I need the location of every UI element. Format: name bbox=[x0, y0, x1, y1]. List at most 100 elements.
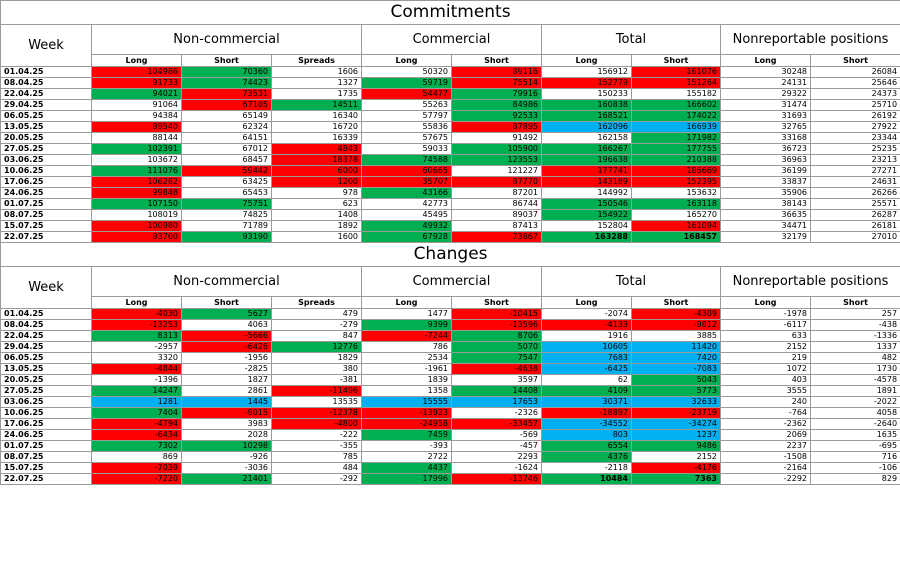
value-cell: 87770 bbox=[451, 176, 542, 188]
value-cell: 62 bbox=[541, 374, 632, 386]
value-cell: 26287 bbox=[809, 209, 900, 221]
value-cell: 633 bbox=[720, 330, 811, 342]
value-cell: -4133 bbox=[541, 319, 632, 331]
table-row: 01.07.25 107150 75751 623 42773 86744 150546 16… bbox=[0, 198, 900, 210]
value-cell: 74825 bbox=[181, 209, 272, 221]
value-cell: 143189 bbox=[541, 176, 632, 188]
value-cell: 165270 bbox=[631, 209, 721, 221]
value-cell: -5666 bbox=[181, 330, 272, 342]
value-cell: 87895 bbox=[451, 121, 542, 133]
value-cell: 24373 bbox=[809, 88, 900, 100]
value-cell: 2237 bbox=[720, 440, 811, 452]
value-cell: 1327 bbox=[271, 77, 362, 89]
value-cell: -2326 bbox=[451, 407, 542, 419]
value-cell: 1606 bbox=[271, 66, 362, 78]
value-cell: 29322 bbox=[720, 88, 811, 100]
value-cell: 26181 bbox=[809, 220, 900, 232]
value-cell: 14511 bbox=[271, 99, 362, 111]
value-cell: -23719 bbox=[631, 407, 721, 419]
value-cell: 168457 bbox=[631, 231, 721, 243]
value-cell: 219 bbox=[720, 352, 811, 364]
week-cell: 15.07.25 bbox=[0, 462, 92, 474]
value-cell: -222 bbox=[271, 429, 362, 441]
value-cell: 30248 bbox=[720, 66, 811, 78]
value-cell: 33837 bbox=[720, 176, 811, 188]
value-cell: 31474 bbox=[720, 99, 811, 111]
week-cell: 22.07.25 bbox=[0, 473, 92, 485]
value-cell: 36963 bbox=[720, 154, 811, 166]
value-cell: 168521 bbox=[541, 110, 632, 122]
col-header-long: Long bbox=[361, 54, 452, 67]
value-cell: 107150 bbox=[91, 198, 182, 210]
value-cell: 74423 bbox=[181, 77, 272, 89]
value-cell: 91733 bbox=[91, 77, 182, 89]
value-cell: 17996 bbox=[361, 473, 452, 485]
table-row: 01.07.25 7302 10298 -355 -393 -457 6554 9486 223… bbox=[0, 440, 900, 452]
table-row: 24.06.25 -6434 2028 -222 7459 -569 803 1237 2069… bbox=[0, 429, 900, 441]
week-cell: 17.06.25 bbox=[0, 176, 92, 188]
value-cell: 8313 bbox=[91, 330, 182, 342]
value-cell: 24131 bbox=[720, 77, 811, 89]
value-cell: 2293 bbox=[451, 451, 542, 463]
value-cell: 9399 bbox=[361, 319, 452, 331]
value-cell: 166267 bbox=[541, 143, 632, 155]
value-cell: 111076 bbox=[91, 165, 182, 177]
table-row: 15.07.25 -7039 -3036 484 4437 -1624 -2118 -4176… bbox=[0, 462, 900, 474]
col-header-short: Short bbox=[809, 296, 900, 309]
value-cell: 786 bbox=[361, 341, 452, 353]
value-cell: 104986 bbox=[91, 66, 182, 78]
col-header-short: Short bbox=[451, 296, 542, 309]
value-cell: 1358 bbox=[361, 385, 452, 397]
value-cell: 31693 bbox=[720, 110, 811, 122]
week-cell: 08.04.25 bbox=[0, 319, 92, 331]
changes-title: Changes bbox=[0, 242, 900, 267]
value-cell: -1508 bbox=[720, 451, 811, 463]
value-cell: 623 bbox=[271, 198, 362, 210]
value-cell: 123553 bbox=[451, 154, 542, 166]
value-cell: -34274 bbox=[631, 418, 721, 430]
value-cell: -7220 bbox=[91, 473, 182, 485]
table-row: 22.07.25 93760 93190 1600 67928 73667 163288 16… bbox=[0, 231, 900, 243]
table-row: 08.07.25 869 -926 785 2722 2293 4376 2152 -1508 7… bbox=[0, 451, 900, 463]
value-cell: -695 bbox=[809, 440, 900, 452]
week-cell: 01.07.25 bbox=[0, 440, 92, 452]
value-cell: 65149 bbox=[181, 110, 272, 122]
value-cell: 7420 bbox=[631, 352, 721, 364]
value-cell: 93190 bbox=[181, 231, 272, 243]
value-cell: -4800 bbox=[271, 418, 362, 430]
value-cell: 177741 bbox=[541, 165, 632, 177]
value-cell: 25710 bbox=[809, 99, 900, 111]
value-cell: 162096 bbox=[541, 121, 632, 133]
table-row: 20.05.25 88144 64151 16339 57675 91492 162158 1… bbox=[0, 132, 900, 144]
value-cell: -7039 bbox=[91, 462, 182, 474]
value-cell: -106 bbox=[809, 462, 900, 474]
value-cell: 3555 bbox=[720, 385, 811, 397]
value-cell: -926 bbox=[181, 451, 272, 463]
value-cell: 152395 bbox=[631, 176, 721, 188]
value-cell: 108019 bbox=[91, 209, 182, 221]
value-cell: 36723 bbox=[720, 143, 811, 155]
value-cell: 5627 bbox=[181, 308, 272, 320]
week-cell: 08.07.25 bbox=[0, 451, 92, 463]
value-cell: -4309 bbox=[631, 308, 721, 320]
value-cell: 71789 bbox=[181, 220, 272, 232]
week-cell: 17.06.25 bbox=[0, 418, 92, 430]
value-cell: 3597 bbox=[451, 374, 542, 386]
week-cell: 24.06.25 bbox=[0, 187, 92, 199]
value-cell: -2292 bbox=[720, 473, 811, 485]
table-row: 22.07.25 -7220 21401 -292 17996 -13746 10484 73… bbox=[0, 473, 900, 485]
table-row: 10.06.25 7404 -9015 -12378 -13923 -2326 -18897… bbox=[0, 407, 900, 419]
col-header-long: Long bbox=[91, 54, 182, 67]
value-cell: 68457 bbox=[181, 154, 272, 166]
value-cell: 62324 bbox=[181, 121, 272, 133]
value-cell: 55836 bbox=[361, 121, 452, 133]
value-cell: 4109 bbox=[541, 385, 632, 397]
value-cell: 59719 bbox=[361, 77, 452, 89]
value-cell: 240 bbox=[720, 396, 811, 408]
table-row: 01.04.25 -4030 5627 479 1477 -10415 -2074 -4309… bbox=[0, 308, 900, 320]
value-cell: -2362 bbox=[720, 418, 811, 430]
value-cell: 3320 bbox=[91, 352, 182, 364]
value-cell: -6426 bbox=[181, 341, 272, 353]
value-cell: 1735 bbox=[271, 88, 362, 100]
value-cell: -4794 bbox=[91, 418, 182, 430]
